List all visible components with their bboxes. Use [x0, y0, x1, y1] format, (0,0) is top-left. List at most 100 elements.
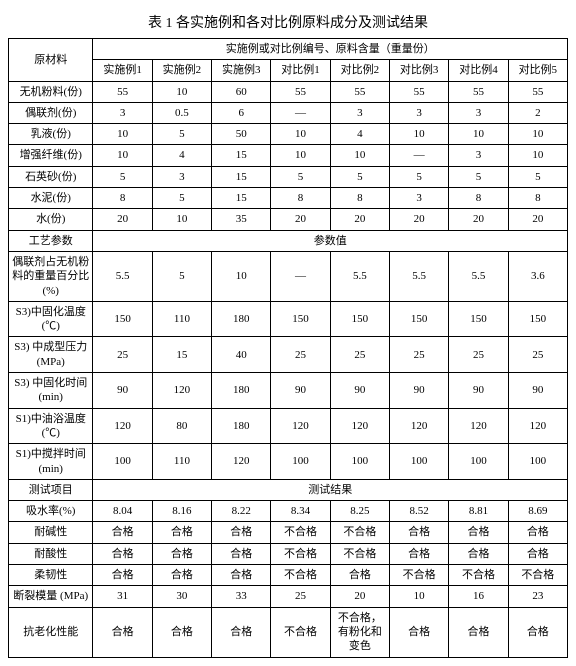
material-cell-3-0: 10 [93, 145, 152, 166]
test-cell-4-4: 20 [330, 586, 389, 607]
process-cell-5-2: 120 [212, 444, 271, 480]
test-label-0: 吸水率(%) [9, 501, 93, 522]
process-cell-4-3: 120 [271, 408, 330, 444]
material-cell-1-7: 2 [508, 102, 567, 123]
material-cell-2-6: 10 [449, 124, 508, 145]
material-cell-5-6: 8 [449, 188, 508, 209]
process-cell-4-0: 120 [93, 408, 152, 444]
test-cell-2-5: 合格 [390, 543, 449, 564]
process-cell-1-7: 150 [508, 301, 567, 337]
process-cell-1-2: 180 [212, 301, 271, 337]
test-cell-3-1: 合格 [152, 565, 211, 586]
material-cell-2-4: 4 [330, 124, 389, 145]
material-cell-3-7: 10 [508, 145, 567, 166]
material-cell-1-2: 6 [212, 102, 271, 123]
test-cell-4-1: 30 [152, 586, 211, 607]
material-cell-4-1: 3 [152, 166, 211, 187]
test-header-left: 测试项目 [9, 479, 93, 500]
material-cell-1-5: 3 [390, 102, 449, 123]
test-cell-1-1: 合格 [152, 522, 211, 543]
material-cell-6-3: 20 [271, 209, 330, 230]
process-cell-5-4: 100 [330, 444, 389, 480]
test-cell-4-7: 23 [508, 586, 567, 607]
material-cell-3-2: 15 [212, 145, 271, 166]
test-cell-0-3: 8.34 [271, 501, 330, 522]
material-label-1: 偶联剂(份) [9, 102, 93, 123]
process-cell-1-0: 150 [93, 301, 152, 337]
process-cell-2-7: 25 [508, 337, 567, 373]
test-cell-2-7: 合格 [508, 543, 567, 564]
test-cell-5-6: 合格 [449, 607, 508, 657]
process-cell-1-3: 150 [271, 301, 330, 337]
material-cell-2-1: 5 [152, 124, 211, 145]
process-label-5: S1)中搅拌时间(min) [9, 444, 93, 480]
process-cell-5-3: 100 [271, 444, 330, 480]
process-cell-4-7: 120 [508, 408, 567, 444]
process-cell-5-1: 110 [152, 444, 211, 480]
test-label-5: 抗老化性能 [9, 607, 93, 657]
test-cell-2-2: 合格 [212, 543, 271, 564]
header-material: 原材料 [9, 39, 93, 82]
material-cell-6-6: 20 [449, 209, 508, 230]
col-header-3: 对比例1 [271, 60, 330, 81]
process-cell-5-0: 100 [93, 444, 152, 480]
process-label-4: S1)中油浴温度(℃) [9, 408, 93, 444]
material-label-5: 水泥(份) [9, 188, 93, 209]
material-cell-5-5: 3 [390, 188, 449, 209]
test-cell-4-5: 10 [390, 586, 449, 607]
process-cell-1-5: 150 [390, 301, 449, 337]
test-cell-5-2: 合格 [212, 607, 271, 657]
test-cell-3-5: 不合格 [390, 565, 449, 586]
material-cell-0-6: 55 [449, 81, 508, 102]
table-caption: 表 1 各实施例和各对比例原料成分及测试结果 [8, 12, 568, 32]
material-cell-4-2: 15 [212, 166, 271, 187]
material-cell-1-1: 0.5 [152, 102, 211, 123]
process-cell-3-2: 180 [212, 373, 271, 409]
test-cell-0-5: 8.52 [390, 501, 449, 522]
test-cell-2-3: 不合格 [271, 543, 330, 564]
test-cell-4-6: 16 [449, 586, 508, 607]
col-header-7: 对比例5 [508, 60, 567, 81]
material-cell-4-6: 5 [449, 166, 508, 187]
material-label-6: 水(份) [9, 209, 93, 230]
test-cell-5-4: 不合格，有粉化和变色 [330, 607, 389, 657]
test-cell-1-6: 合格 [449, 522, 508, 543]
test-cell-4-3: 25 [271, 586, 330, 607]
col-header-4: 对比例2 [330, 60, 389, 81]
process-cell-2-1: 15 [152, 337, 211, 373]
process-cell-2-3: 25 [271, 337, 330, 373]
test-cell-1-3: 不合格 [271, 522, 330, 543]
process-cell-5-6: 100 [449, 444, 508, 480]
process-cell-2-4: 25 [330, 337, 389, 373]
process-header-right: 参数值 [93, 230, 568, 251]
process-cell-3-3: 90 [271, 373, 330, 409]
process-cell-3-1: 120 [152, 373, 211, 409]
test-cell-5-3: 不合格 [271, 607, 330, 657]
material-label-2: 乳液(份) [9, 124, 93, 145]
process-label-3: S3) 中固化时间(min) [9, 373, 93, 409]
test-cell-5-5: 合格 [390, 607, 449, 657]
test-cell-2-6: 合格 [449, 543, 508, 564]
material-cell-0-7: 55 [508, 81, 567, 102]
test-cell-0-6: 8.81 [449, 501, 508, 522]
process-cell-5-7: 100 [508, 444, 567, 480]
process-cell-4-5: 120 [390, 408, 449, 444]
material-cell-4-3: 5 [271, 166, 330, 187]
test-cell-1-0: 合格 [93, 522, 152, 543]
material-cell-2-5: 10 [390, 124, 449, 145]
material-cell-4-7: 5 [508, 166, 567, 187]
material-cell-1-6: 3 [449, 102, 508, 123]
col-header-2: 实施例3 [212, 60, 271, 81]
material-cell-4-0: 5 [93, 166, 152, 187]
process-cell-2-2: 40 [212, 337, 271, 373]
test-cell-3-0: 合格 [93, 565, 152, 586]
material-label-4: 石英砂(份) [9, 166, 93, 187]
test-cell-0-7: 8.69 [508, 501, 567, 522]
material-cell-2-2: 50 [212, 124, 271, 145]
process-label-2: S3) 中成型压力(MPa) [9, 337, 93, 373]
material-cell-5-3: 8 [271, 188, 330, 209]
process-cell-4-6: 120 [449, 408, 508, 444]
process-label-1: S3)中固化温度(℃) [9, 301, 93, 337]
data-table: 原材料实施例或对比例编号、原料含量（重量份）实施例1实施例2实施例3对比例1对比… [8, 38, 568, 658]
test-cell-0-0: 8.04 [93, 501, 152, 522]
